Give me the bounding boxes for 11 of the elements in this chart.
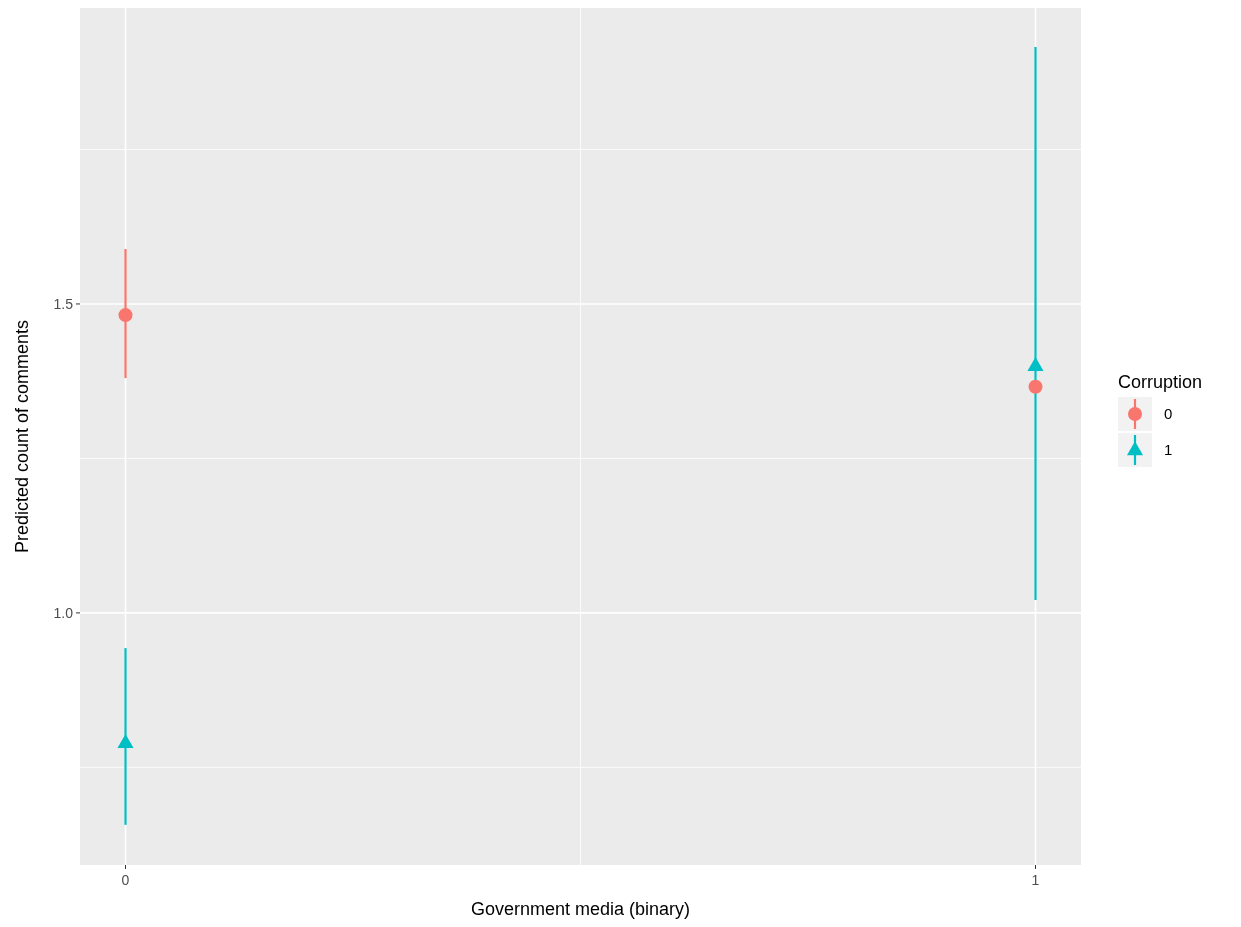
y-axis-title: Predicted count of comments [12, 319, 32, 554]
point [1027, 357, 1044, 371]
x-axis-title: Government media (binary) [470, 899, 691, 919]
point [117, 733, 134, 748]
legend-title: Corruption [1118, 372, 1203, 392]
y-tick-label: 1.5 [53, 295, 74, 312]
point [1028, 379, 1043, 394]
y-tick-label: 1.0 [53, 604, 74, 621]
legend-label: 1 [1164, 441, 1173, 459]
point [118, 308, 133, 323]
legend-label: 0 [1164, 405, 1173, 423]
